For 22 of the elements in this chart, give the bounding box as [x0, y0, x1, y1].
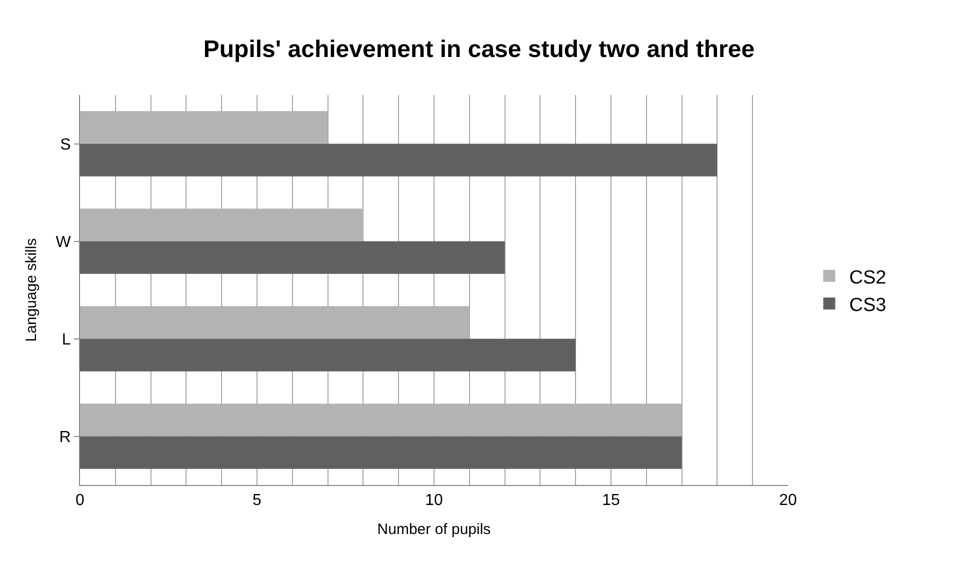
- x-tick-label: 0: [76, 492, 85, 510]
- x-tick-label: 10: [425, 492, 443, 510]
- bar: [80, 338, 576, 372]
- x-tick-label: 5: [252, 492, 262, 510]
- bar: [80, 144, 718, 176]
- y-tick-label: W: [56, 234, 72, 251]
- bar: [80, 404, 682, 436]
- y-tick-label: R: [59, 428, 71, 446]
- x-tick-label: 20: [779, 492, 797, 510]
- bar: [80, 241, 505, 274]
- y-axis-title: Language skills: [22, 238, 40, 342]
- legend-label: CS3: [849, 294, 886, 316]
- bar: [80, 111, 328, 144]
- legend-label: CS2: [849, 267, 886, 288]
- x-axis-title: Number of pupils: [377, 521, 491, 538]
- y-tick-label: S: [60, 136, 71, 154]
- bar: [80, 208, 364, 242]
- x-tick-label: 15: [602, 492, 620, 510]
- bar: [80, 436, 682, 469]
- bar: [80, 306, 470, 339]
- chart-title: Pupils' achievement in case study two and three: [203, 36, 755, 64]
- y-tick-label: L: [62, 331, 71, 348]
